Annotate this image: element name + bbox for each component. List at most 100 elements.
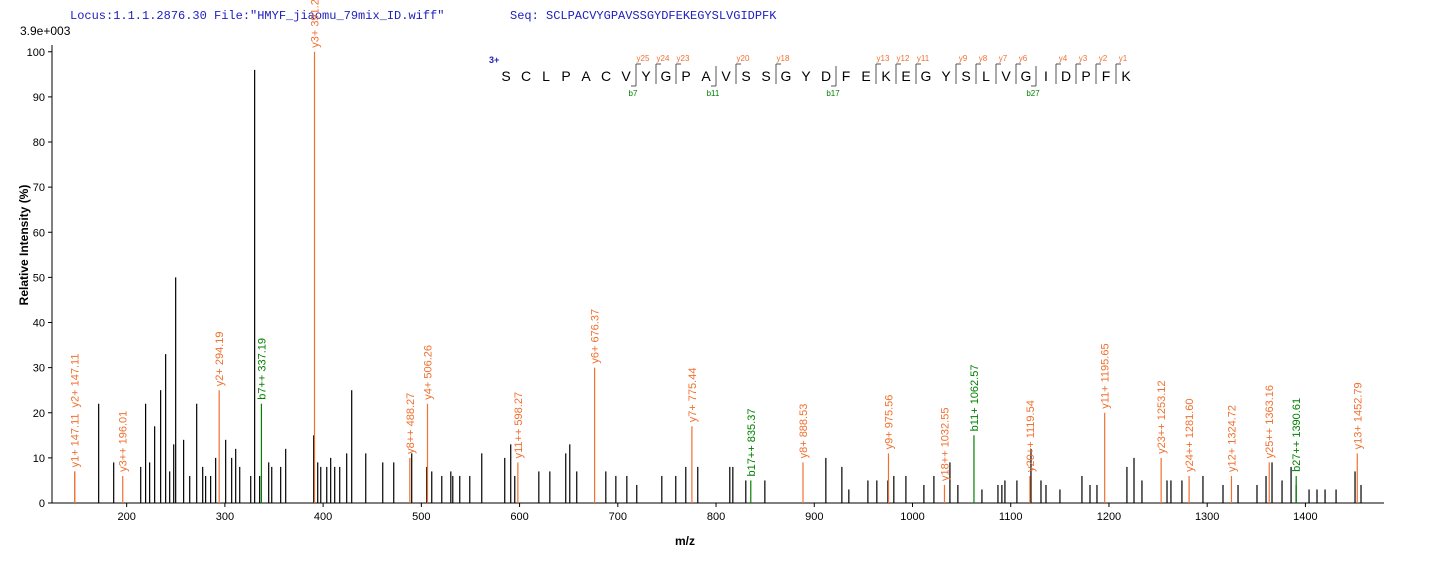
b-ion-label: b17 xyxy=(826,89,840,98)
residue: G xyxy=(661,68,672,84)
x-tick-label: 1200 xyxy=(1097,511,1121,523)
x-tick-label: 900 xyxy=(805,511,823,523)
peak-label: y11++ 598.27 xyxy=(513,392,525,458)
x-tick-label: 300 xyxy=(216,511,234,523)
y-tick-label: 100 xyxy=(27,47,45,59)
residue: Y xyxy=(941,68,951,84)
b-ion-label: b7 xyxy=(629,89,638,98)
x-tick-label: 1300 xyxy=(1195,511,1219,523)
peak-label: b27++ 1390.61 xyxy=(1291,398,1303,472)
y-ion-label: y3 xyxy=(1079,54,1088,63)
peak-label: y8+ 888.53 xyxy=(798,404,810,459)
residue: V xyxy=(1001,68,1011,84)
y-ion-label: y12 xyxy=(897,54,910,63)
residue: I xyxy=(1044,68,1048,84)
y-ion-label: y24 xyxy=(657,54,670,63)
y-tick-label: 10 xyxy=(33,453,45,465)
b-ion-label: b11 xyxy=(707,89,720,98)
residue: P xyxy=(561,68,570,84)
x-tick-label: 700 xyxy=(609,511,627,523)
y-ion-label: y18 xyxy=(777,54,790,63)
residue: L xyxy=(542,68,550,84)
y-axis-label: Relative Intensity (%) xyxy=(17,185,31,306)
residue: V xyxy=(721,68,731,84)
residue: C xyxy=(521,68,531,84)
sequence-header: Seq: SCLPACVYGPAVSSGYDFEKEGYSLVGIDPFK xyxy=(510,9,777,23)
x-tick-label: 1400 xyxy=(1293,511,1317,523)
y-ion-label: y20 xyxy=(737,54,750,63)
residue: L xyxy=(982,68,990,84)
peak-label: y3+ 391.24 xyxy=(310,0,322,48)
residue: P xyxy=(1081,68,1090,84)
peak-label: y7+ 775.44 xyxy=(687,368,699,423)
peak-label: y4+ 506.26 xyxy=(422,345,434,400)
peak-label: y2+ 294.19 xyxy=(214,331,226,386)
peak-label: y24++ 1281.60 xyxy=(1184,399,1196,472)
peak-label: y23++ 1253.12 xyxy=(1156,380,1168,453)
residue: D xyxy=(821,68,831,84)
y-ion-label: y8 xyxy=(979,54,988,63)
x-tick-label: 800 xyxy=(707,511,725,523)
residue: E xyxy=(861,68,870,84)
x-tick-label: 600 xyxy=(510,511,528,523)
peak-label: y2+ 147.11 xyxy=(70,354,82,408)
peak-label: y3++ 196.01 xyxy=(118,411,130,472)
residue: E xyxy=(901,68,910,84)
residue: Y xyxy=(801,68,811,84)
y-ion-label: y6 xyxy=(1019,54,1028,63)
peak-label: b17++ 835.37 xyxy=(746,409,758,477)
residue: S xyxy=(501,68,510,84)
y-ion-label: y25 xyxy=(637,54,650,63)
y-ion-label: y7 xyxy=(999,54,1008,63)
x-axis-label: m/z xyxy=(675,534,695,548)
y-ion-label: y23 xyxy=(677,54,690,63)
residue: S xyxy=(741,68,750,84)
b-ion-label: b27 xyxy=(1026,89,1040,98)
y-tick-label: 0 xyxy=(39,498,45,510)
residue: K xyxy=(881,68,891,84)
y-ion-label: y4 xyxy=(1059,54,1068,63)
peak-label: y1+ 147.11 xyxy=(70,413,82,467)
charge-label: 3+ xyxy=(489,55,499,65)
residue: A xyxy=(701,68,711,84)
residue: C xyxy=(601,68,611,84)
y-tick-label: 40 xyxy=(33,318,45,330)
peak-label: y6+ 676.37 xyxy=(590,309,602,364)
residue: F xyxy=(842,68,851,84)
residue: F xyxy=(1102,68,1111,84)
residue: K xyxy=(1121,68,1131,84)
y-tick-label: 80 xyxy=(33,137,45,149)
residue: V xyxy=(621,68,631,84)
y-ion-label: y9 xyxy=(959,54,968,63)
locus-header: Locus:1.1.1.2876.30 File:"HMYF_jiaomu_79… xyxy=(70,9,444,23)
y-ion-label: y13 xyxy=(877,54,890,63)
peak-label: b7++ 337.19 xyxy=(256,338,268,400)
residue: D xyxy=(1061,68,1071,84)
y-tick-label: 60 xyxy=(33,227,45,239)
residue: P xyxy=(681,68,690,84)
peak-label: y8++ 488.27 xyxy=(405,393,417,454)
residue: G xyxy=(1021,68,1032,84)
y-tick-label: 20 xyxy=(33,408,45,420)
y-ion-label: y11 xyxy=(917,54,930,63)
y-tick-label: 30 xyxy=(33,363,45,375)
x-tick-label: 1000 xyxy=(900,511,924,523)
y-tick-label: 90 xyxy=(33,92,45,104)
y-tick-label: 50 xyxy=(33,272,45,284)
residue: S xyxy=(761,68,770,84)
peak-label: y25++ 1363.16 xyxy=(1264,385,1276,458)
peak-label: b11+ 1062.57 xyxy=(969,365,981,432)
x-tick-label: 200 xyxy=(117,511,135,523)
peak-label: y18++ 1032.55 xyxy=(939,408,951,481)
residue: G xyxy=(781,68,792,84)
x-tick-label: 500 xyxy=(412,511,430,523)
peak-label: y11+ 1195.65 xyxy=(1100,343,1112,408)
scale-label: 3.9e+003 xyxy=(20,24,71,38)
peak-label: y12+ 1324.72 xyxy=(1226,405,1238,472)
y-ion-label: y2 xyxy=(1099,54,1108,63)
peak-label: y9+ 975.56 xyxy=(883,395,895,450)
peak-label: y13+ 1452.79 xyxy=(1352,382,1364,449)
residue: A xyxy=(581,68,591,84)
residue: Y xyxy=(641,68,651,84)
